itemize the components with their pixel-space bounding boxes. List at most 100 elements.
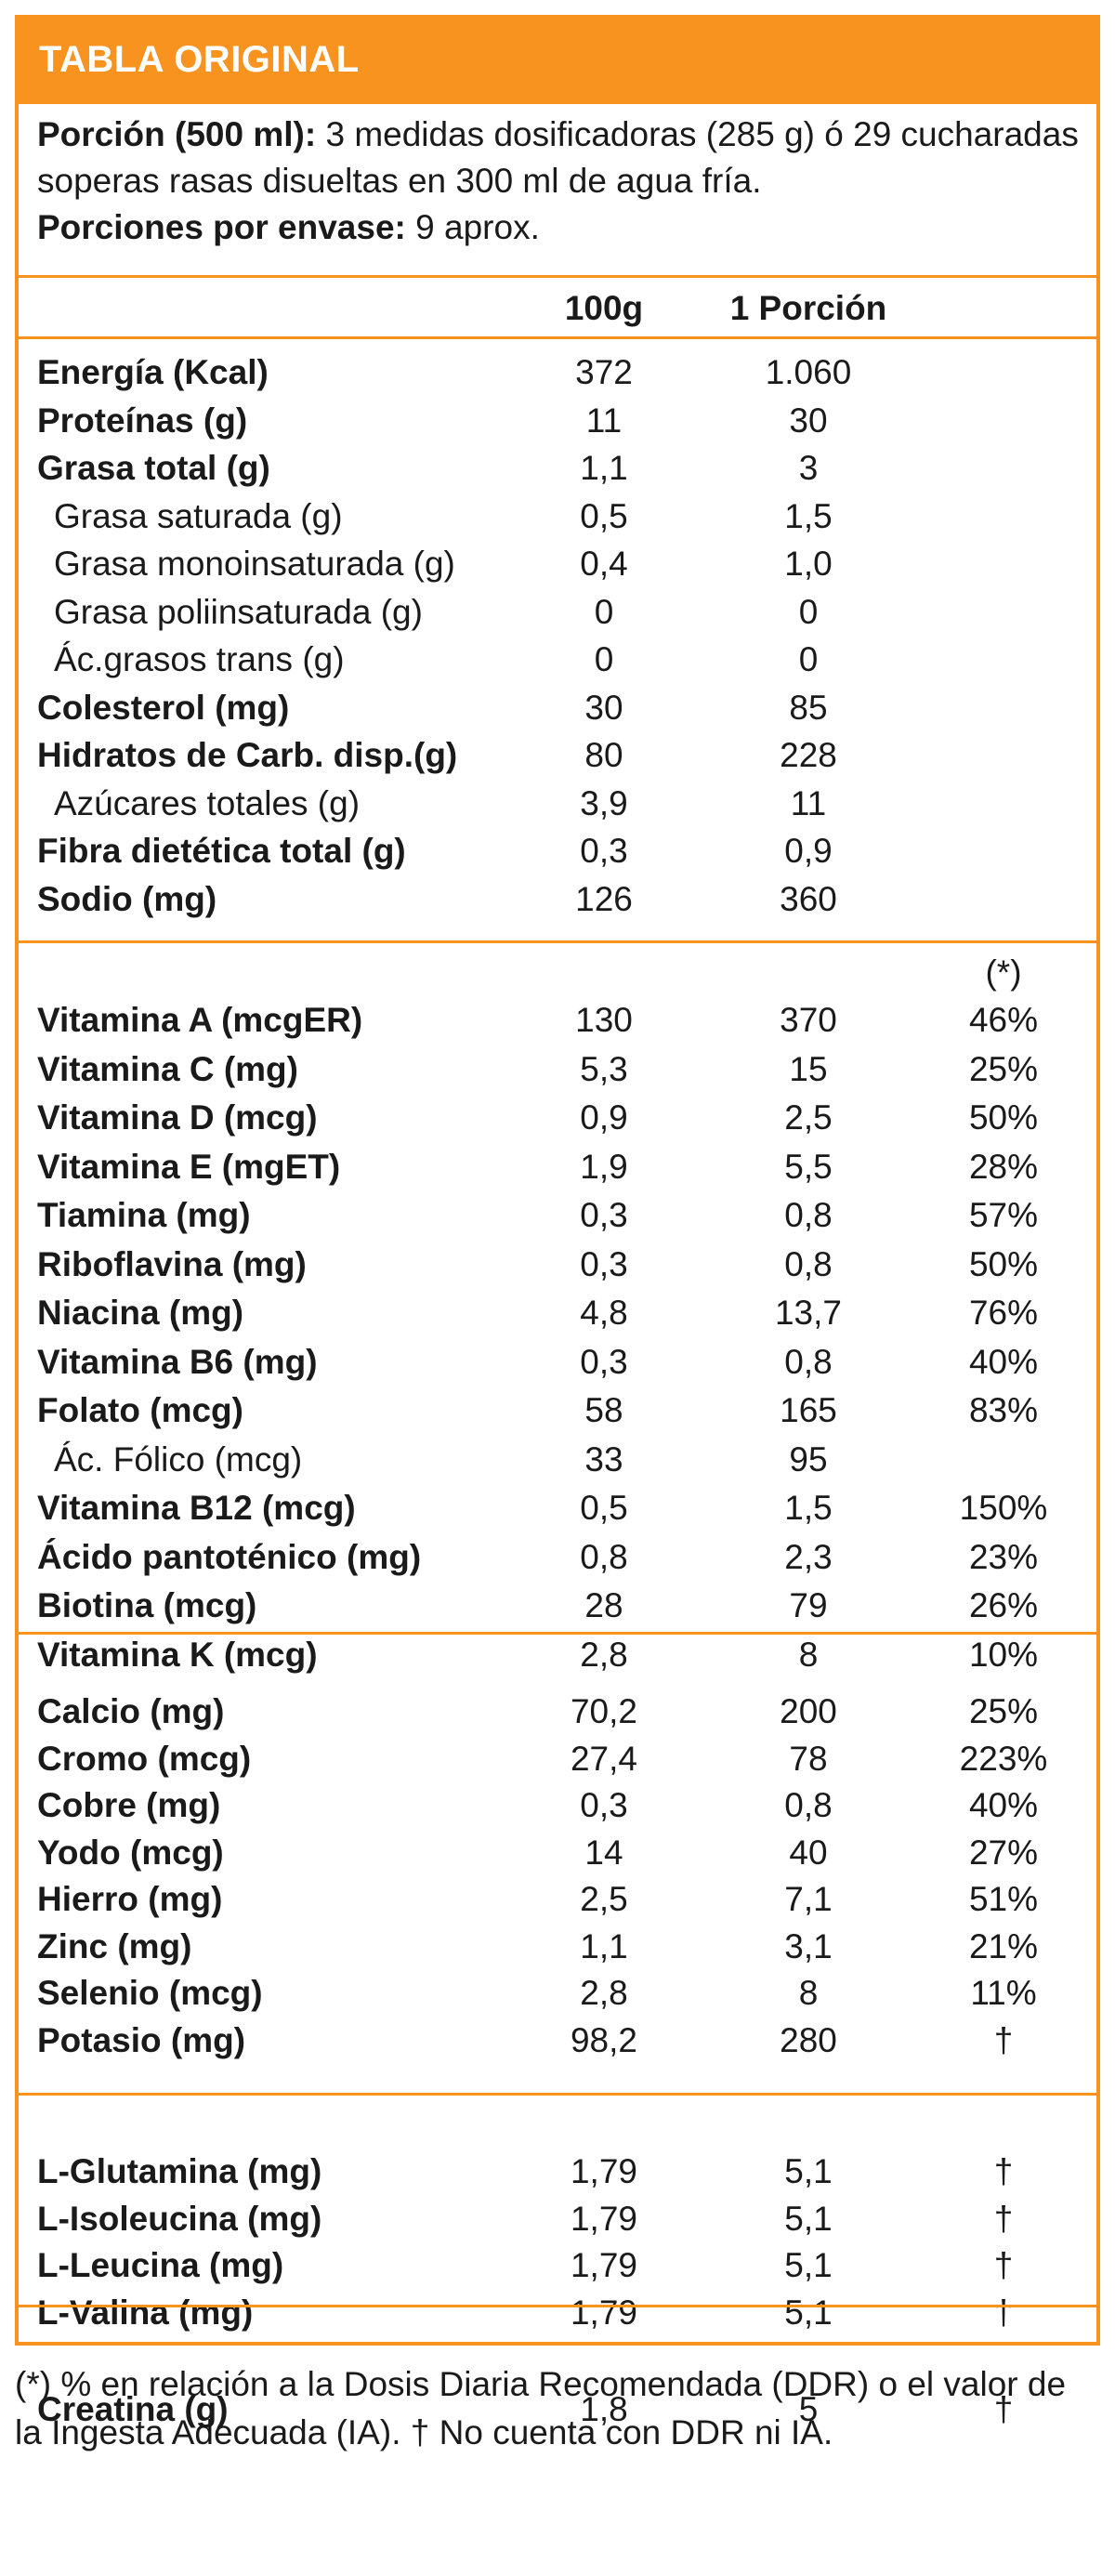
percent-daily-value: 40% [968,1342,1039,1381]
nutrient-name: Folato (mcg) [37,1391,243,1429]
percent-daily-value: † [993,2020,1014,2059]
value-per-100g: 14 [584,1833,623,1872]
servings-per-container-line: Porciones por envase: 9 aprox. [37,204,1087,251]
nutrient-name: Ác. Fólico (mcg) [54,1439,303,1479]
nutrient-name: Vitamina A (mcgER) [37,1001,363,1039]
value-per-portion: 85 [789,688,828,727]
table-row: Azúcares totales (g) 3,9 11 [37,781,1087,827]
table-row: Grasa poliinsaturada (g) 0 0 [37,589,1087,636]
table-row: Selenio (mcg) 2,8 8 11% [37,1970,1087,2017]
value-per-portion: 1,5 [784,496,833,535]
value-per-100g: 1,79 [570,2152,637,2190]
nutrient-name: Vitamina K (mcg) [37,1635,318,1674]
percent-daily-value: † [993,2293,1014,2332]
table-row: Proteínas (g) 11 30 [37,398,1087,444]
table-row: Zinc (mg) 1,1 3,1 21% [37,1924,1087,1970]
value-per-100g: 1,9 [580,1147,628,1186]
table-row: Colesterol (mg) 30 85 [37,685,1087,731]
value-per-portion: 5,1 [784,2152,833,2190]
nutrient-name: Selenio (mcg) [37,1974,263,2012]
percent-daily-value: 23% [968,1537,1039,1576]
nutrient-name: L-Valina (mg) [37,2293,254,2332]
table-row: L-Valina (mg) 1,79 5,1 † [37,2290,1087,2336]
table-row: Riboflavina (mg) 0,3 0,8 50% [37,1242,1087,1288]
percent-daily-value: 223% [959,1739,1048,1778]
percent-daily-value: 76% [968,1294,1039,1332]
table-row: Vitamina K (mcg) 2,8 8 10% [37,1632,1087,1678]
nutrient-name: Potasio (mg) [37,2020,246,2059]
value-per-100g: 1,79 [570,2293,637,2332]
value-per-portion: 0,9 [784,832,833,870]
percent-daily-value: 83% [968,1391,1039,1429]
percent-daily-value: 21% [968,1926,1039,1965]
value-per-portion: 5,1 [784,2293,833,2332]
table-row: Vitamina B12 (mcg) 0,5 1,5 150% [37,1485,1087,1531]
value-per-100g: 4,8 [580,1294,628,1332]
nutrient-name: L-Glutamina (mg) [37,2152,322,2190]
value-per-portion: 200 [780,1692,837,1730]
nutrient-name: Azúcares totales (g) [54,783,361,822]
value-per-portion: 370 [780,1001,837,1039]
nutrient-name: Hidratos de Carb. disp.(g) [37,736,458,774]
value-per-portion: 0,8 [784,1244,833,1283]
value-per-portion: 95 [789,1439,828,1479]
value-per-portion: 228 [780,736,837,774]
nutrient-name: Grasa poliinsaturada (g) [54,592,423,631]
table-row: Ác. Fólico (mcg) 33 95 [37,1437,1087,1483]
value-per-portion: 5,1 [784,2246,833,2284]
value-per-100g: 1,8 [580,2390,628,2428]
percent-daily-value: 11% [970,1974,1037,2012]
value-per-portion: 30 [789,401,828,440]
value-per-100g: 0,9 [580,1098,628,1137]
nutrient-name: Ác.grasos trans (g) [54,640,345,678]
value-per-portion: 3 [798,449,819,487]
servings-per-container-label: Porciones por envase: [37,208,406,246]
value-per-portion: 0,8 [784,1196,833,1234]
footnote: (*) % en relación a la Dosis Diaria Reco… [15,2365,1067,2451]
table-row: Cobre (mg) 0,3 0,8 40% [37,1782,1087,1829]
value-per-portion: 5 [798,2390,819,2428]
value-per-100g: 0,3 [580,1342,628,1381]
nutrient-name: Riboflavina (mg) [37,1244,307,1283]
value-per-portion: 11 [790,783,827,822]
nutrient-name: Creatina (g) [37,2390,229,2428]
value-per-100g: 130 [575,1001,633,1039]
value-per-100g: 1,79 [570,2246,637,2284]
value-per-100g: 0,3 [580,1244,628,1283]
nutrient-name: Vitamina D (mcg) [37,1098,318,1137]
table-row: L-Leucina (mg) 1,79 5,1 † [37,2242,1087,2289]
nutrient-name: Proteínas (g) [37,401,248,440]
table-row: Calcio (mg) 70,2 200 25% [37,1689,1087,1735]
percent-daily-value: 26% [968,1586,1039,1624]
percent-daily-value: † [993,2152,1014,2190]
value-per-100g: 0,3 [580,1786,628,1824]
percent-daily-value: 25% [968,1049,1039,1088]
value-per-portion: 3,1 [784,1926,833,1965]
divider [15,940,1100,943]
nutrient-name: Vitamina B12 (mcg) [37,1489,356,1527]
nutrition-table [15,15,1100,2346]
table-row: Biotina (mcg) 28 79 26% [37,1583,1087,1629]
nutrient-name: Tiamina (mg) [37,1196,251,1234]
value-per-100g: 0,3 [580,832,628,870]
value-per-portion: 2,3 [784,1537,833,1576]
value-per-100g: 2,5 [580,1880,628,1918]
value-per-portion: 8 [798,1974,819,2012]
nutrient-name: Grasa saturada (g) [54,496,343,535]
value-per-portion: 1.060 [765,353,852,391]
nutrient-name: Hierro (mg) [37,1880,223,1918]
value-per-portion: 0,8 [784,1342,833,1381]
value-per-100g: 5,3 [580,1049,628,1088]
value-per-portion: 2,5 [784,1098,833,1137]
value-per-100g: 33 [584,1439,623,1479]
percent-daily-value: 28% [968,1147,1039,1186]
value-per-portion: 0 [798,640,819,678]
percent-daily-value: † [993,2199,1014,2238]
value-per-100g: 3,9 [580,783,628,822]
portion-label: Porción (500 ml): [37,115,317,153]
table-row: Hidratos de Carb. disp.(g) 80 228 [37,732,1087,779]
value-per-100g: 2,8 [580,1635,628,1674]
nutrient-name: Cromo (mcg) [37,1739,252,1778]
nutrient-name: Ácido pantoténico (mg) [37,1537,422,1576]
value-per-portion: 79 [789,1586,828,1624]
